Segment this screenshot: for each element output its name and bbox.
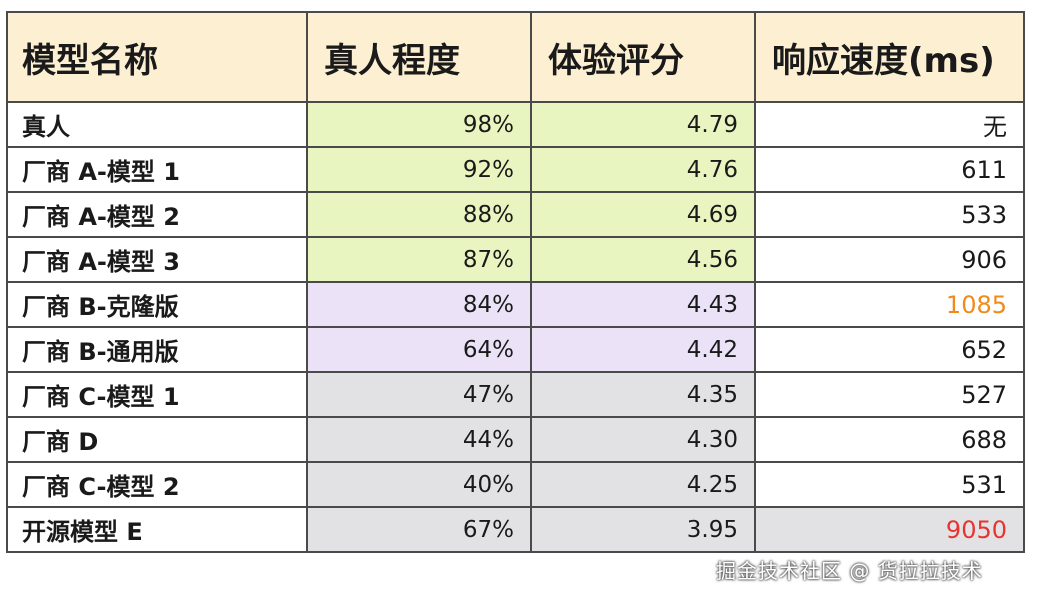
score-cell: 4.25: [530, 461, 756, 508]
realism-cell: 92%: [306, 146, 532, 193]
table-body: 真人 98% 4.79 无厂商 A-模型 1 92% 4.76 611 厂商 A-模型 2 88…: [6, 101, 1025, 553]
table-row: 真人 98% 4.79 无: [6, 101, 1025, 148]
table-row: 厂商 B-克隆版 84% 4.43 1085: [6, 281, 1025, 328]
score-cell: 4.42: [530, 326, 756, 373]
name-cell: 厂商 C-模型 2: [6, 461, 308, 508]
table-row: 厂商 B-通用版 64% 4.42 652: [6, 326, 1025, 373]
table-row: 厂商 A-模型 3 87% 4.56 906: [6, 236, 1025, 283]
score-cell: 4.79: [530, 101, 756, 148]
header-score: 体验评分: [530, 11, 756, 103]
watermark: 掘金技术社区 @ 货拉拉技术: [716, 559, 983, 583]
realism-cell: 87%: [306, 236, 532, 283]
realism-cell: 98%: [306, 101, 532, 148]
score-cell: 4.43: [530, 281, 756, 328]
speed-cell: 无: [754, 101, 1025, 148]
speed-cell: 688: [754, 416, 1025, 463]
name-cell: 开源模型 E: [6, 506, 308, 553]
header-model-name: 模型名称: [6, 11, 308, 103]
realism-cell: 88%: [306, 191, 532, 238]
table-row: 厂商 C-模型 2 40% 4.25 531: [6, 461, 1025, 508]
speed-cell: 9050: [754, 506, 1025, 553]
table-row: 厂商 D 44% 4.30 688: [6, 416, 1025, 463]
score-cell: 4.69: [530, 191, 756, 238]
name-cell: 厂商 A-模型 3: [6, 236, 308, 283]
speed-cell: 533: [754, 191, 1025, 238]
score-cell: 4.76: [530, 146, 756, 193]
score-cell: 4.30: [530, 416, 756, 463]
model-comparison-table: 模型名称 真人程度 体验评分 响应速度(ms) 真人 98% 4.79 无厂商 A-模…: [6, 11, 1025, 553]
header-row: 模型名称 真人程度 体验评分 响应速度(ms): [6, 11, 1025, 103]
speed-cell: 906: [754, 236, 1025, 283]
score-cell: 4.35: [530, 371, 756, 418]
speed-cell: 611: [754, 146, 1025, 193]
score-cell: 3.95: [530, 506, 756, 553]
name-cell: 厂商 B-克隆版: [6, 281, 308, 328]
name-cell: 厂商 A-模型 1: [6, 146, 308, 193]
realism-cell: 67%: [306, 506, 532, 553]
table-row: 开源模型 E 67% 3.95 9050: [6, 506, 1025, 553]
realism-cell: 44%: [306, 416, 532, 463]
table-row: 厂商 A-模型 2 88% 4.69 533: [6, 191, 1025, 238]
name-cell: 厂商 D: [6, 416, 308, 463]
name-cell: 真人: [6, 101, 308, 148]
table-row: 厂商 C-模型 1 47% 4.35 527: [6, 371, 1025, 418]
speed-cell: 652: [754, 326, 1025, 373]
header-response-speed: 响应速度(ms): [754, 11, 1025, 103]
speed-cell: 527: [754, 371, 1025, 418]
realism-cell: 40%: [306, 461, 532, 508]
name-cell: 厂商 B-通用版: [6, 326, 308, 373]
realism-cell: 47%: [306, 371, 532, 418]
table-row: 厂商 A-模型 1 92% 4.76 611: [6, 146, 1025, 193]
speed-cell: 1085: [754, 281, 1025, 328]
name-cell: 厂商 C-模型 1: [6, 371, 308, 418]
realism-cell: 64%: [306, 326, 532, 373]
name-cell: 厂商 A-模型 2: [6, 191, 308, 238]
header-realism: 真人程度: [306, 11, 532, 103]
score-cell: 4.56: [530, 236, 756, 283]
speed-cell: 531: [754, 461, 1025, 508]
realism-cell: 84%: [306, 281, 532, 328]
